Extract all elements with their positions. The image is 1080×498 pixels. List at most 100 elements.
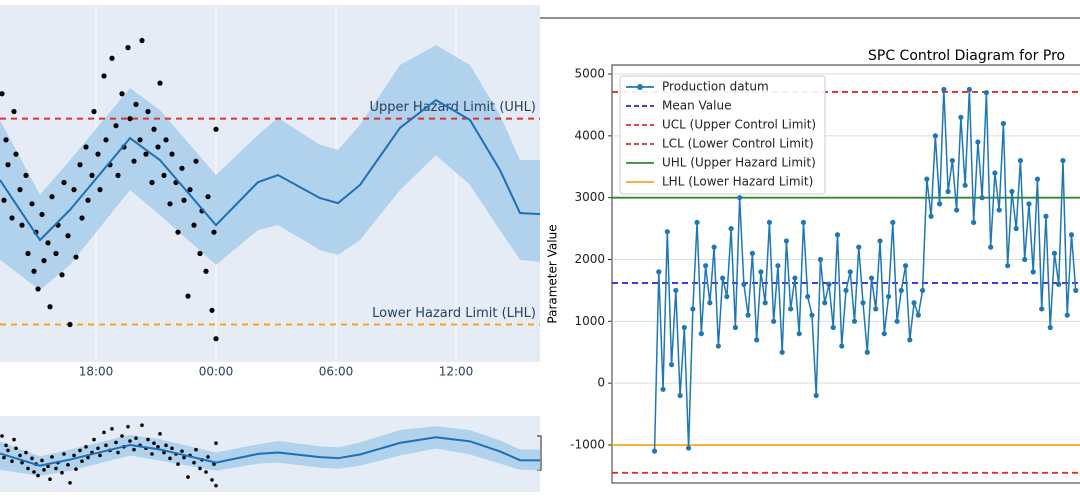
series-marker: [1026, 201, 1032, 207]
series-marker: [919, 287, 926, 294]
series-marker: [677, 392, 683, 399]
series-marker: [779, 349, 785, 355]
data-point: [3, 137, 9, 143]
data-point: [41, 258, 47, 264]
series-marker: [1022, 256, 1028, 263]
series-marker: [881, 331, 887, 337]
data-point: [42, 468, 46, 472]
data-point: [59, 272, 65, 278]
series-marker: [1064, 312, 1070, 318]
y-tick-label: 4000: [574, 128, 605, 142]
series-marker: [843, 287, 849, 294]
data-point: [192, 460, 196, 465]
data-point: [24, 450, 28, 455]
data-point: [68, 481, 72, 485]
data-point: [19, 222, 25, 228]
legend-label: Production datum: [662, 80, 769, 94]
data-point: [47, 304, 53, 310]
data-point: [198, 466, 202, 471]
data-point: [79, 215, 85, 221]
legend-marker: [637, 84, 643, 90]
data-point: [206, 455, 210, 459]
series-marker: [762, 300, 768, 306]
data-point: [54, 466, 58, 471]
data-point: [12, 437, 16, 442]
series-marker: [817, 256, 824, 263]
data-point: [48, 477, 52, 482]
series-marker: [1056, 281, 1062, 287]
data-point: [169, 151, 175, 157]
x-tick-label: 18:00: [79, 365, 114, 379]
series-marker: [1039, 306, 1045, 312]
data-point: [31, 268, 37, 274]
data-point: [9, 215, 15, 221]
data-point: [126, 424, 130, 429]
data-point: [2, 455, 6, 460]
series-marker: [877, 238, 883, 244]
forecast-line: [0, 98, 541, 242]
data-point: [203, 268, 209, 274]
series-marker: [1017, 157, 1024, 164]
series-marker: [864, 349, 870, 355]
data-point: [32, 470, 36, 474]
series-marker: [992, 170, 998, 176]
data-point: [103, 137, 109, 143]
data-point: [167, 201, 173, 207]
data-point: [149, 179, 155, 186]
data-point: [182, 455, 186, 460]
series-marker: [890, 219, 896, 226]
series-marker: [856, 244, 862, 250]
data-point: [89, 172, 95, 178]
data-point: [73, 254, 79, 260]
data-point: [1, 197, 7, 203]
legend-label: LCL (Lower Control Limit): [662, 137, 814, 151]
data-point: [5, 162, 11, 168]
data-point: [164, 443, 168, 448]
series-marker: [928, 213, 934, 219]
series-marker: [839, 343, 845, 349]
series-marker: [788, 306, 794, 312]
data-point: [20, 460, 24, 465]
data-point: [137, 137, 143, 143]
series-marker: [707, 300, 713, 306]
series-marker: [873, 306, 879, 312]
series-marker: [885, 293, 892, 300]
data-point: [49, 194, 55, 200]
series-marker: [988, 244, 994, 250]
series-marker: [915, 312, 921, 318]
series-marker: [898, 287, 904, 294]
data-point: [83, 144, 89, 150]
series-marker: [660, 386, 666, 392]
series-marker: [800, 219, 807, 226]
series-marker: [745, 312, 751, 318]
y-tick-label: 2000: [574, 252, 605, 266]
series-marker: [737, 195, 743, 201]
data-point: [60, 470, 64, 475]
data-point: [74, 467, 78, 471]
series-marker: [732, 324, 738, 331]
data-point: [119, 91, 125, 97]
series-marker: [949, 157, 955, 164]
data-point: [186, 475, 190, 479]
series-marker: [1073, 287, 1079, 294]
data-point: [133, 101, 139, 107]
data-point: [157, 80, 163, 86]
data-point: [45, 240, 51, 246]
data-point: [6, 448, 10, 453]
series-marker: [971, 219, 977, 226]
data-point: [14, 446, 18, 451]
series-marker: [979, 195, 985, 201]
series-marker: [902, 263, 909, 269]
data-point: [0, 91, 5, 97]
series-marker: [966, 86, 972, 93]
data-point: [132, 447, 136, 452]
data-point: [80, 459, 84, 464]
data-point: [29, 201, 35, 207]
series-marker: [720, 275, 726, 281]
data-point: [77, 162, 83, 168]
series-marker: [822, 300, 828, 306]
series-marker: [954, 207, 960, 213]
data-point: [127, 116, 133, 122]
data-point: [125, 45, 131, 51]
